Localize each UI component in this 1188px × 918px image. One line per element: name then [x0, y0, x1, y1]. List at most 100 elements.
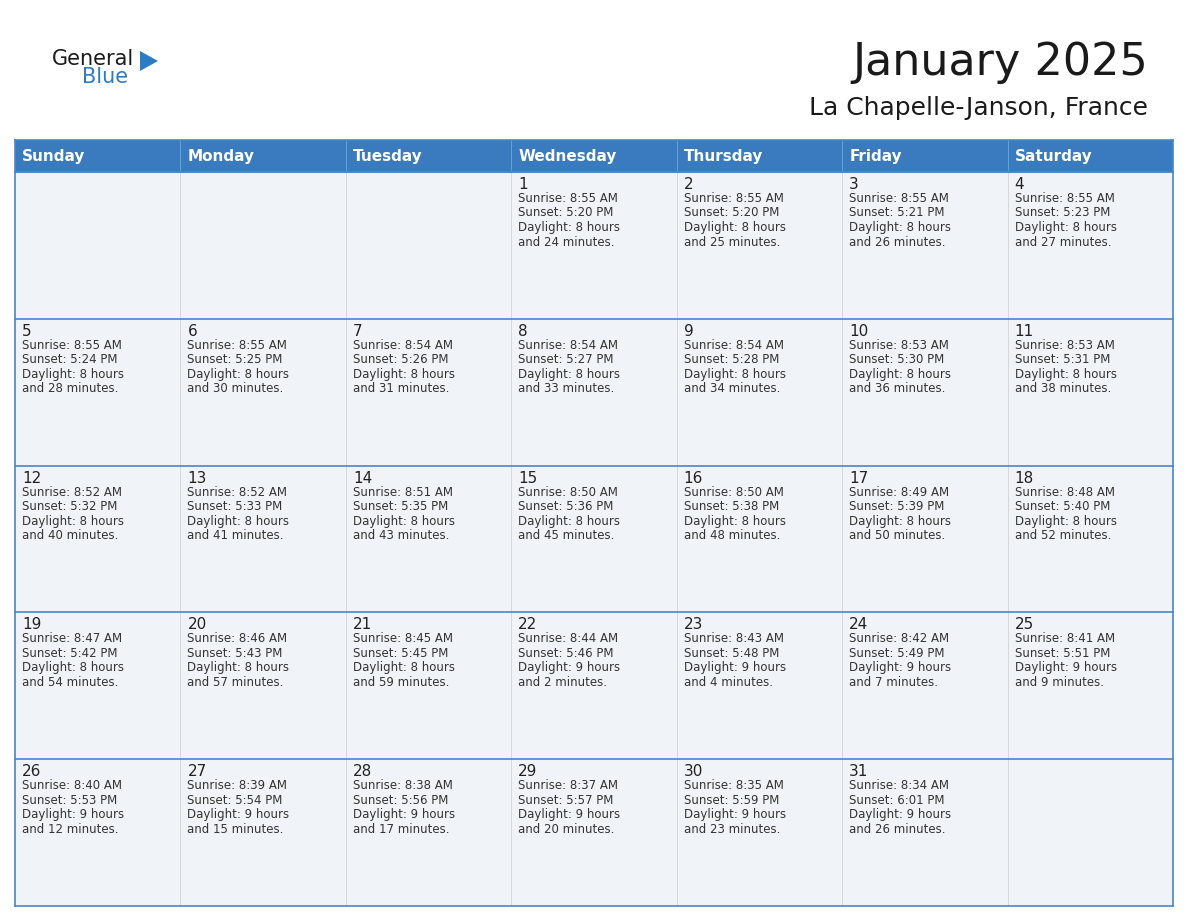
- Bar: [1007, 172, 1173, 319]
- Text: and 57 minutes.: and 57 minutes.: [188, 676, 284, 688]
- Text: Sunrise: 8:48 AM: Sunrise: 8:48 AM: [1015, 486, 1114, 498]
- Text: Daylight: 8 hours: Daylight: 8 hours: [188, 515, 290, 528]
- Text: Daylight: 9 hours: Daylight: 9 hours: [684, 661, 785, 675]
- Text: Daylight: 8 hours: Daylight: 8 hours: [23, 661, 124, 675]
- Text: Sunrise: 8:55 AM: Sunrise: 8:55 AM: [1015, 192, 1114, 205]
- Bar: [1007, 612, 1173, 759]
- Text: and 24 minutes.: and 24 minutes.: [518, 236, 614, 249]
- Text: Wednesday: Wednesday: [518, 149, 617, 163]
- Text: Daylight: 8 hours: Daylight: 8 hours: [353, 515, 455, 528]
- Text: 14: 14: [353, 471, 372, 486]
- Text: La Chapelle-Janson, France: La Chapelle-Janson, France: [809, 96, 1148, 120]
- Text: Daylight: 8 hours: Daylight: 8 hours: [1015, 368, 1117, 381]
- Text: Sunset: 5:57 PM: Sunset: 5:57 PM: [518, 794, 614, 807]
- Bar: [181, 172, 346, 319]
- Text: Sunrise: 8:43 AM: Sunrise: 8:43 AM: [684, 633, 784, 645]
- Text: Sunset: 5:46 PM: Sunset: 5:46 PM: [518, 647, 614, 660]
- Text: Sunset: 5:26 PM: Sunset: 5:26 PM: [353, 353, 448, 366]
- Text: Daylight: 8 hours: Daylight: 8 hours: [684, 368, 785, 381]
- Text: Daylight: 9 hours: Daylight: 9 hours: [1015, 661, 1117, 675]
- Text: 21: 21: [353, 618, 372, 633]
- Bar: [511, 612, 677, 759]
- Text: Sunset: 5:51 PM: Sunset: 5:51 PM: [1015, 647, 1110, 660]
- Text: Daylight: 8 hours: Daylight: 8 hours: [353, 661, 455, 675]
- Text: Sunset: 5:43 PM: Sunset: 5:43 PM: [188, 647, 283, 660]
- Text: 11: 11: [1015, 324, 1034, 339]
- Bar: [1007, 140, 1173, 172]
- Text: Sunrise: 8:54 AM: Sunrise: 8:54 AM: [353, 339, 453, 352]
- Text: and 20 minutes.: and 20 minutes.: [518, 823, 614, 835]
- Text: 13: 13: [188, 471, 207, 486]
- Bar: [1007, 759, 1173, 906]
- Text: 1: 1: [518, 177, 527, 192]
- Text: Sunset: 5:56 PM: Sunset: 5:56 PM: [353, 794, 448, 807]
- Text: Sunset: 5:20 PM: Sunset: 5:20 PM: [684, 207, 779, 219]
- Text: and 59 minutes.: and 59 minutes.: [353, 676, 449, 688]
- Bar: [511, 140, 677, 172]
- Text: Daylight: 8 hours: Daylight: 8 hours: [188, 368, 290, 381]
- Text: and 4 minutes.: and 4 minutes.: [684, 676, 772, 688]
- Text: Monday: Monday: [188, 149, 254, 163]
- Text: Sunset: 5:33 PM: Sunset: 5:33 PM: [188, 500, 283, 513]
- Text: Sunday: Sunday: [23, 149, 86, 163]
- Text: Sunset: 5:25 PM: Sunset: 5:25 PM: [188, 353, 283, 366]
- Text: 12: 12: [23, 471, 42, 486]
- Text: 24: 24: [849, 618, 868, 633]
- Text: Sunrise: 8:34 AM: Sunrise: 8:34 AM: [849, 779, 949, 792]
- Text: Daylight: 8 hours: Daylight: 8 hours: [684, 515, 785, 528]
- Text: 22: 22: [518, 618, 537, 633]
- Text: Sunset: 5:39 PM: Sunset: 5:39 PM: [849, 500, 944, 513]
- Text: and 54 minutes.: and 54 minutes.: [23, 676, 119, 688]
- Text: Sunrise: 8:52 AM: Sunrise: 8:52 AM: [188, 486, 287, 498]
- Bar: [181, 465, 346, 612]
- Polygon shape: [140, 51, 158, 71]
- Text: Daylight: 9 hours: Daylight: 9 hours: [849, 661, 952, 675]
- Bar: [511, 465, 677, 612]
- Bar: [346, 612, 511, 759]
- Text: 20: 20: [188, 618, 207, 633]
- Bar: [181, 612, 346, 759]
- Bar: [677, 172, 842, 319]
- Text: and 17 minutes.: and 17 minutes.: [353, 823, 449, 835]
- Text: Daylight: 8 hours: Daylight: 8 hours: [849, 221, 952, 234]
- Text: 23: 23: [684, 618, 703, 633]
- Text: Sunrise: 8:53 AM: Sunrise: 8:53 AM: [1015, 339, 1114, 352]
- Text: Daylight: 8 hours: Daylight: 8 hours: [849, 515, 952, 528]
- Text: General: General: [52, 49, 134, 69]
- Bar: [15, 465, 181, 612]
- Text: and 2 minutes.: and 2 minutes.: [518, 676, 607, 688]
- Text: and 38 minutes.: and 38 minutes.: [1015, 382, 1111, 396]
- Bar: [842, 759, 1007, 906]
- Text: Sunset: 5:28 PM: Sunset: 5:28 PM: [684, 353, 779, 366]
- Text: Sunset: 5:24 PM: Sunset: 5:24 PM: [23, 353, 118, 366]
- Text: Sunset: 5:59 PM: Sunset: 5:59 PM: [684, 794, 779, 807]
- Text: Sunrise: 8:37 AM: Sunrise: 8:37 AM: [518, 779, 618, 792]
- Text: Sunset: 5:42 PM: Sunset: 5:42 PM: [23, 647, 118, 660]
- Bar: [1007, 465, 1173, 612]
- Text: 10: 10: [849, 324, 868, 339]
- Text: Thursday: Thursday: [684, 149, 763, 163]
- Text: Daylight: 9 hours: Daylight: 9 hours: [353, 808, 455, 822]
- Text: and 52 minutes.: and 52 minutes.: [1015, 529, 1111, 543]
- Text: Sunset: 5:53 PM: Sunset: 5:53 PM: [23, 794, 118, 807]
- Text: Sunset: 5:45 PM: Sunset: 5:45 PM: [353, 647, 448, 660]
- Text: and 9 minutes.: and 9 minutes.: [1015, 676, 1104, 688]
- Text: Daylight: 9 hours: Daylight: 9 hours: [188, 808, 290, 822]
- Text: Sunset: 5:32 PM: Sunset: 5:32 PM: [23, 500, 118, 513]
- Text: 29: 29: [518, 764, 538, 779]
- Bar: [181, 759, 346, 906]
- Text: and 26 minutes.: and 26 minutes.: [849, 823, 946, 835]
- Bar: [677, 465, 842, 612]
- Bar: [181, 140, 346, 172]
- Text: Daylight: 8 hours: Daylight: 8 hours: [353, 368, 455, 381]
- Bar: [842, 172, 1007, 319]
- Bar: [511, 759, 677, 906]
- Text: Daylight: 8 hours: Daylight: 8 hours: [23, 515, 124, 528]
- Text: Daylight: 9 hours: Daylight: 9 hours: [23, 808, 124, 822]
- Text: Sunset: 6:01 PM: Sunset: 6:01 PM: [849, 794, 944, 807]
- Text: Sunrise: 8:38 AM: Sunrise: 8:38 AM: [353, 779, 453, 792]
- Text: Saturday: Saturday: [1015, 149, 1092, 163]
- Text: 9: 9: [684, 324, 694, 339]
- Bar: [15, 140, 181, 172]
- Text: and 26 minutes.: and 26 minutes.: [849, 236, 946, 249]
